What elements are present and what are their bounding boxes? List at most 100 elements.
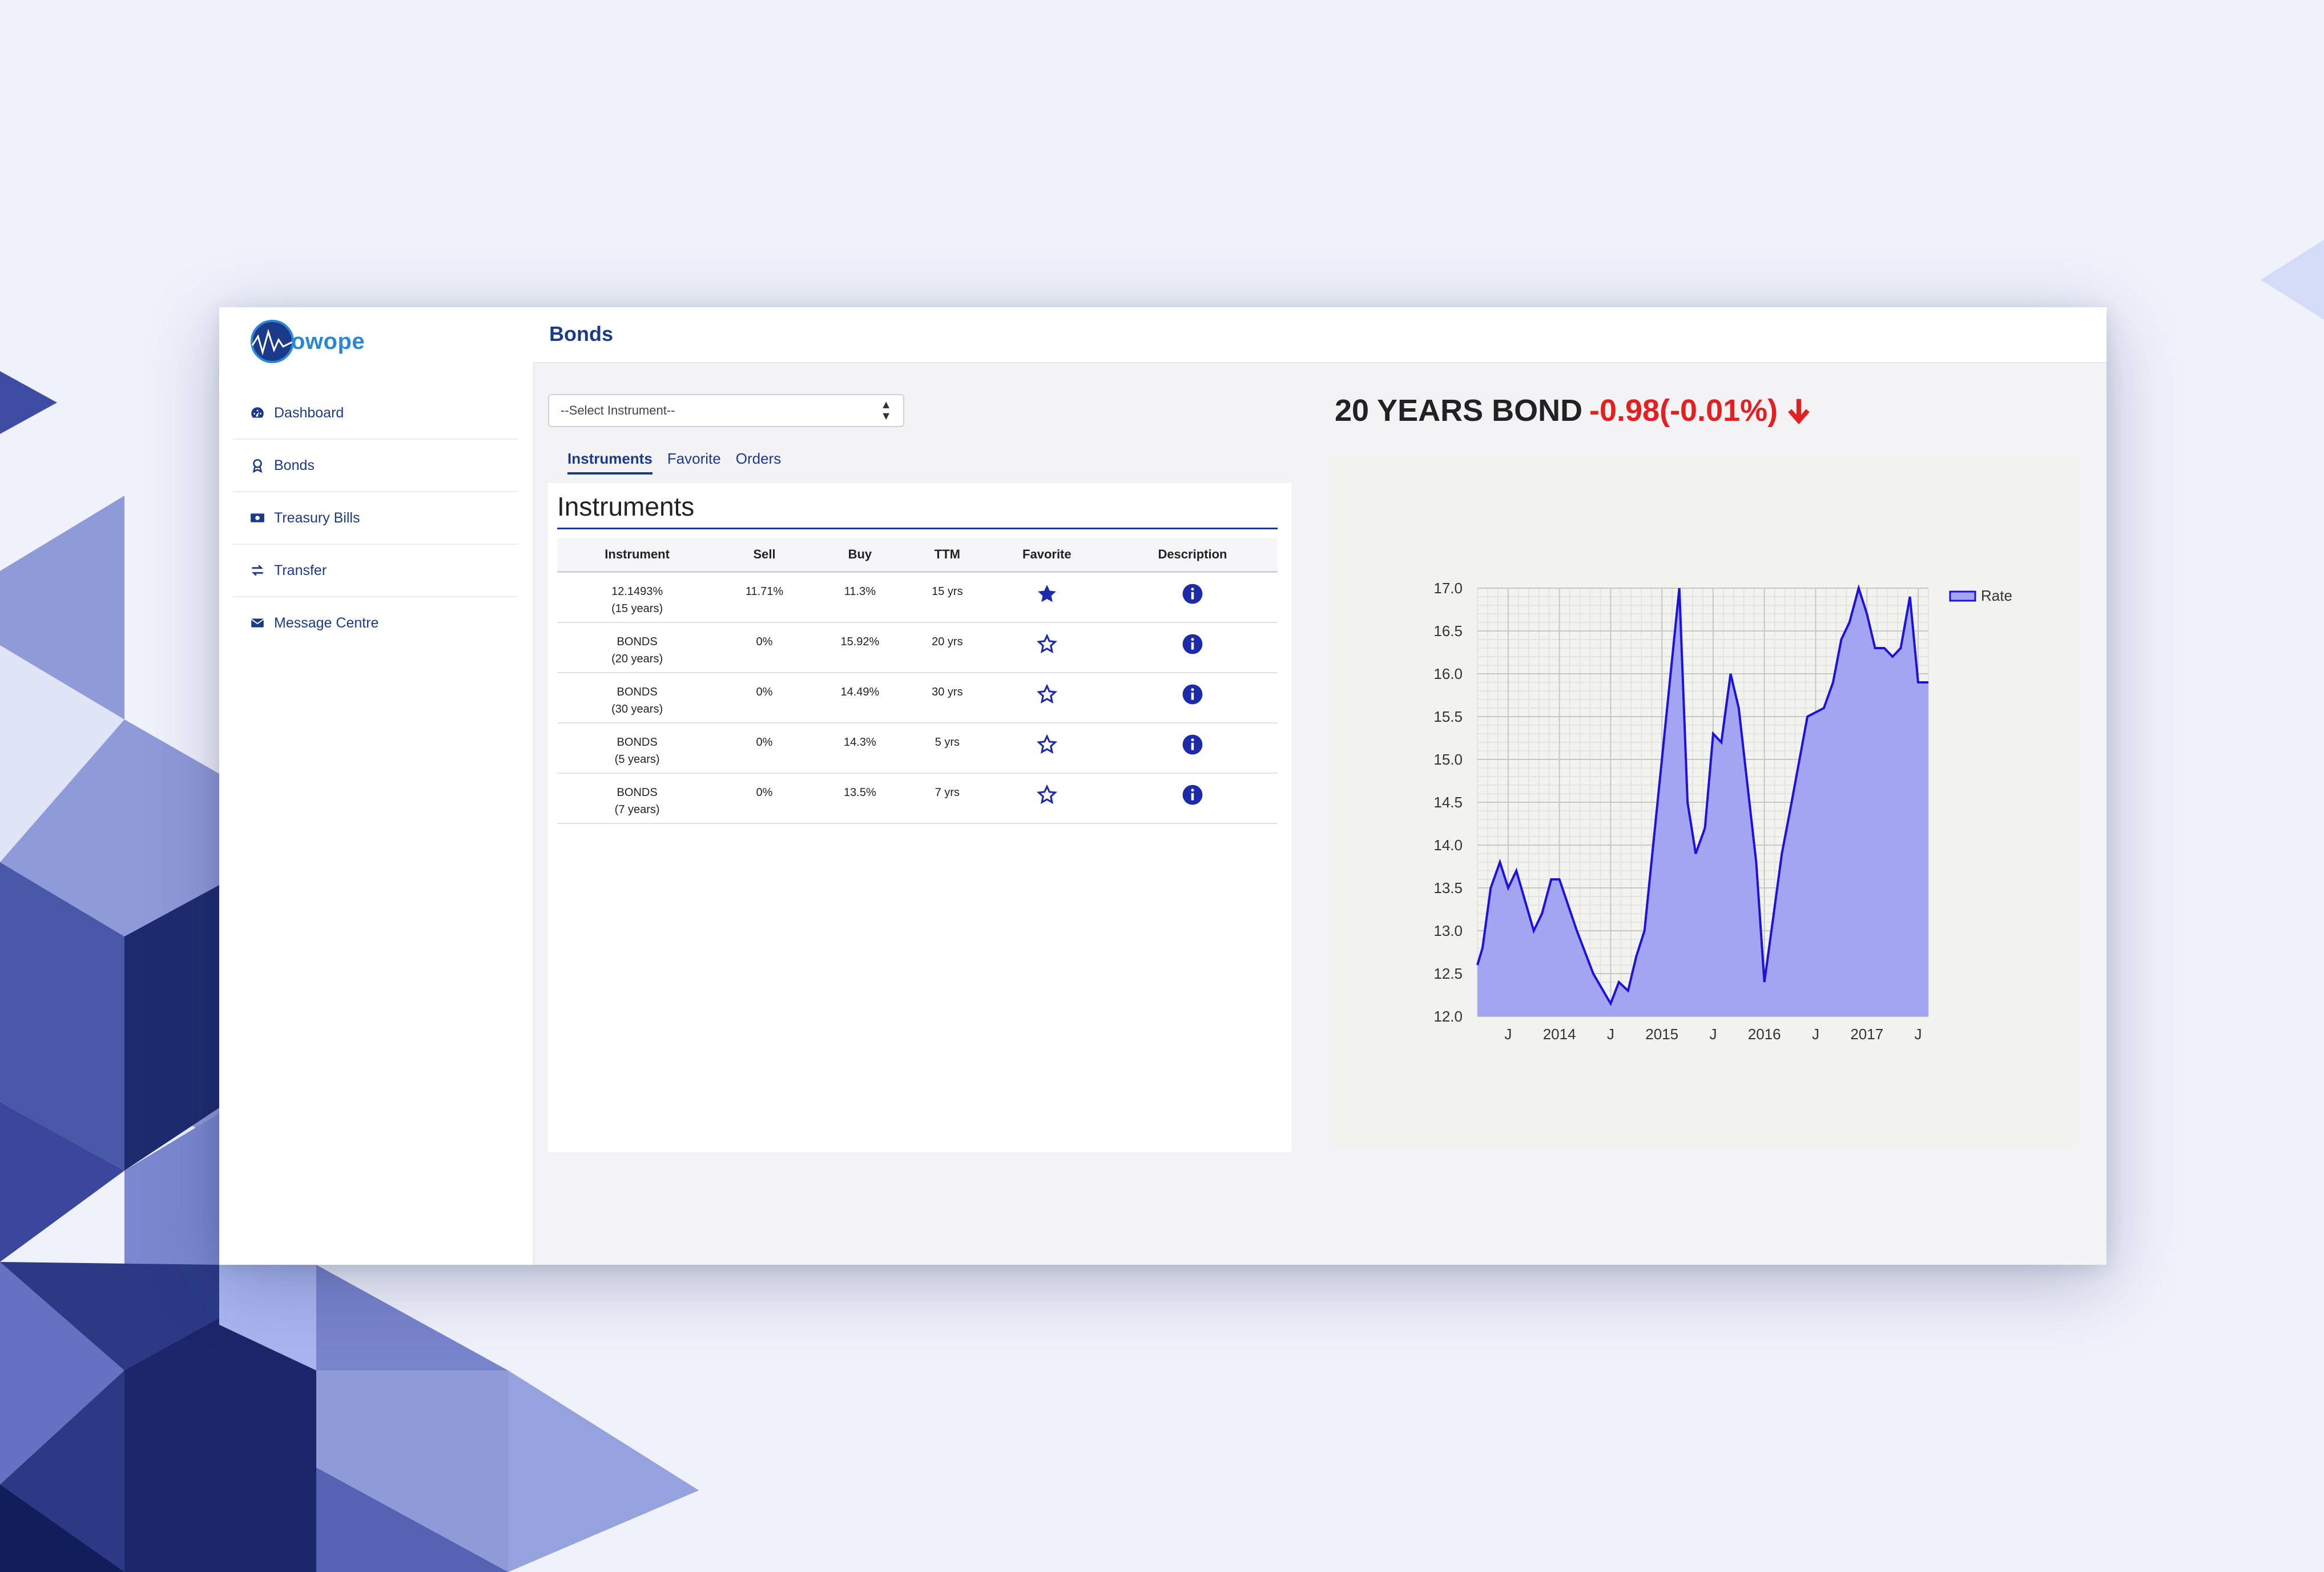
envelope-icon [249, 614, 266, 632]
tab-bar: Instruments Favorite Orders [567, 450, 781, 475]
arrow-down-icon [1788, 399, 1810, 425]
description-cell [1107, 672, 1278, 723]
sidebar-item-bonds[interactable]: Bonds [233, 440, 518, 492]
buy-cell: 14.49% [811, 672, 908, 723]
instrument-cell: BONDS (5 years) [557, 722, 718, 774]
y-tick-label: 13.0 [1433, 922, 1463, 939]
app-window: owope Dashboard Bonds Treasury Bills [219, 307, 2106, 1265]
column-header: Favorite [986, 538, 1107, 573]
favorite-cell [986, 572, 1107, 623]
tab-instruments[interactable]: Instruments [567, 450, 653, 475]
x-tick-label: J [1915, 1026, 1922, 1043]
x-tick-label: J [1504, 1026, 1512, 1043]
y-tick-label: 14.0 [1433, 837, 1463, 854]
sidebar-item-treasury-bills[interactable]: Treasury Bills [233, 492, 518, 545]
instrument-name: 12.1493% [611, 585, 663, 598]
star-outline-icon[interactable] [1036, 784, 1058, 811]
table-row[interactable]: BONDS (5 years) 0% 14.3% 5 yrs [557, 722, 1278, 774]
column-header: Instrument [557, 538, 718, 573]
sidebar-nav: Dashboard Bonds Treasury Bills Transfer [233, 387, 518, 649]
sidebar-item-dashboard[interactable]: Dashboard [233, 387, 518, 440]
info-icon[interactable] [1182, 784, 1203, 811]
instrument-cell: 12.1493% (15 years) [557, 572, 718, 623]
instrument-cell: BONDS (7 years) [557, 773, 718, 824]
instruments-title: Instruments [557, 491, 1278, 529]
instrument-name: BONDS [617, 685, 658, 698]
y-tick-label: 12.5 [1433, 965, 1463, 982]
ttm-cell: 20 yrs [908, 622, 986, 673]
instrument-name: BONDS [617, 786, 658, 799]
sidebar-item-transfer[interactable]: Transfer [233, 545, 518, 597]
ttm-cell: 5 yrs [908, 722, 986, 774]
sidebar-item-message-centre[interactable]: Message Centre [233, 597, 518, 649]
column-header: Sell [717, 538, 812, 573]
table-row[interactable]: BONDS (30 years) 0% 14.49% 30 yrs [557, 672, 1278, 723]
instrument-cell: BONDS (20 years) [557, 622, 718, 673]
award-icon [249, 457, 266, 474]
money-bill-icon [249, 509, 266, 526]
instrument-term: (15 years) [611, 602, 663, 615]
x-tick-label: 2015 [1645, 1026, 1678, 1043]
chart-legend: Rate [1949, 587, 2012, 604]
x-tick-label: J [1709, 1026, 1717, 1043]
instrument-term: (20 years) [611, 652, 663, 665]
rate-chart: 12.0 12.5 13.0 13.5 14.0 14.5 15.0 15.5 16.0 16.5… [1433, 580, 2012, 1043]
favorite-cell [986, 672, 1107, 723]
instrument-select[interactable]: --Select Instrument-- ▲ ▼ [548, 394, 904, 427]
ttm-cell: 30 yrs [908, 672, 986, 723]
logo-text: owope [291, 328, 365, 354]
tab-favorite[interactable]: Favorite [667, 450, 721, 467]
rate-area [1477, 588, 1928, 1016]
instrument-select-value: --Select Instrument-- [561, 403, 675, 417]
instrument-name: BONDS [617, 735, 658, 749]
star-outline-icon[interactable] [1036, 684, 1058, 710]
y-tick-label: 15.0 [1433, 751, 1463, 768]
top-bar: Bonds [533, 307, 2106, 363]
star-filled-icon[interactable] [1036, 583, 1058, 610]
column-header: Description [1107, 538, 1278, 573]
rate-line [1476, 584, 1928, 1007]
description-cell [1107, 722, 1278, 774]
sidebar-item-label: Bonds [274, 457, 315, 473]
info-icon[interactable] [1182, 633, 1203, 660]
select-arrows-icon: ▲ ▼ [880, 399, 892, 423]
info-icon[interactable] [1182, 734, 1203, 761]
table-row[interactable]: BONDS (20 years) 0% 15.92% 20 yrs [557, 622, 1278, 673]
column-header: TTM [908, 538, 986, 573]
logo-icon [251, 320, 294, 363]
star-outline-icon[interactable] [1036, 734, 1058, 761]
dashboard-icon [249, 404, 266, 421]
tab-orders[interactable]: Orders [735, 450, 782, 467]
info-icon[interactable] [1182, 583, 1203, 610]
instrument-cell: BONDS (30 years) [557, 672, 718, 723]
buy-cell: 14.3% [811, 722, 908, 774]
instruments-table: Instrument Sell Buy TTM Favorite Descrip… [557, 538, 1278, 824]
table-row[interactable]: BONDS (7 years) 0% 13.5% 7 yrs [557, 773, 1278, 824]
page-title: Bonds [549, 322, 613, 345]
y-tick-label: 13.5 [1433, 879, 1463, 896]
y-axis-ticks: 12.0 12.5 13.0 13.5 14.0 14.5 15.0 15.5 16.0 16.5… [1433, 580, 1463, 1025]
buy-cell: 13.5% [811, 773, 908, 824]
logo[interactable]: owope [250, 313, 365, 370]
star-outline-icon[interactable] [1036, 633, 1058, 660]
sell-cell: 0% [717, 773, 812, 824]
y-tick-label: 15.5 [1433, 708, 1463, 725]
rate-chart-container: 12.0 12.5 13.0 13.5 14.0 14.5 15.0 15.5 16.0 16.5… [1335, 457, 2076, 1148]
info-icon[interactable] [1182, 684, 1203, 710]
x-axis-ticks: J 2014 J 2015 J 2016 J 2017 J [1504, 1026, 1922, 1043]
table-row[interactable]: 12.1493% (15 years) 11.71% 11.3% 15 yrs [557, 572, 1278, 623]
sell-cell: 0% [717, 722, 812, 774]
x-tick-label: 2014 [1543, 1026, 1576, 1043]
sidebar-item-label: Treasury Bills [274, 509, 360, 526]
sidebar: owope Dashboard Bonds Treasury Bills [219, 307, 534, 1265]
ttm-cell: 15 yrs [908, 572, 986, 623]
x-tick-label: 2017 [1850, 1026, 1883, 1043]
buy-cell: 11.3% [811, 572, 908, 623]
instruments-panel: Instruments Instrument Sell Buy TTM Favo… [548, 483, 1291, 1152]
x-tick-label: 2016 [1748, 1026, 1781, 1043]
instrument-term: (7 years) [614, 803, 660, 816]
sell-cell: 0% [717, 672, 812, 723]
x-tick-label: J [1812, 1026, 1819, 1043]
sidebar-item-label: Dashboard [274, 404, 344, 421]
sell-cell: 11.71% [717, 572, 812, 623]
